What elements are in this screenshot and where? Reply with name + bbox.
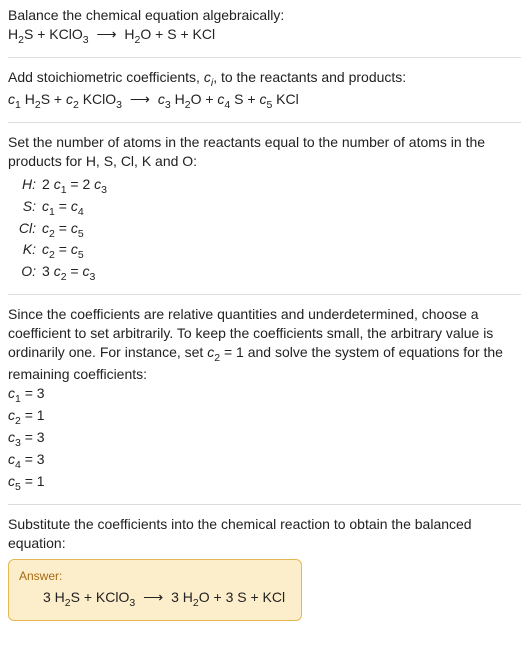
answer-box: Answer: 3 H2S + KClO3 ⟶ 3 H2O + 3 S + KC… [8, 559, 302, 621]
answer-equation: 3 H2S + KClO3 ⟶ 3 H2O + 3 S + KCl [19, 584, 291, 610]
worked-solution: Balance the chemical equation algebraica… [0, 0, 529, 631]
intro-eq-rhs: H2O + S + KCl [124, 26, 215, 42]
coef-line: c4 = 3 [8, 450, 521, 472]
coef-line: c2 = 1 [8, 406, 521, 428]
coef-line: c3 = 3 [8, 428, 521, 450]
atom-balance-text: Set the number of atoms in the reactants… [8, 133, 521, 171]
intro-eq-lhs: H2S + KClO3 [8, 26, 89, 42]
atom-label: O: [8, 262, 42, 281]
intro-line: Balance the chemical equation algebraica… [8, 6, 521, 25]
coef-line: c1 = 3 [8, 384, 521, 406]
coefficient-list: c1 = 3 c2 = 1 c3 = 3 c4 = 3 c5 = 1 [8, 384, 521, 494]
atom-expr: 3 c2 = c3 [42, 262, 95, 284]
answer-label: Answer: [19, 568, 291, 584]
stoich-equation: c1 H2S + c2 KClO3 ⟶ c3 H2O + c4 S + c5 K… [8, 90, 521, 112]
atom-balance-equations: H: 2 c1 = 2 c3 S: c1 = c4 Cl: c2 = c5 K:… [8, 175, 521, 285]
solve-text: Since the coefficients are relative quan… [8, 305, 521, 384]
atom-expr: c2 = c5 [42, 219, 84, 241]
final-text: Substitute the coefficients into the che… [8, 515, 521, 553]
stoich-text: Add stoichiometric coefficients, ci, to … [8, 68, 521, 90]
atom-eq-row: Cl: c2 = c5 [8, 219, 521, 241]
atom-eq-row: S: c1 = c4 [8, 197, 521, 219]
atom-expr: 2 c1 = 2 c3 [42, 175, 107, 197]
atom-eq-row: H: 2 c1 = 2 c3 [8, 175, 521, 197]
atom-eq-row: K: c2 = c5 [8, 240, 521, 262]
reaction-arrow-icon: ⟶ [92, 25, 120, 44]
atom-label: Cl: [8, 219, 42, 238]
divider [8, 57, 521, 58]
atom-label: S: [8, 197, 42, 216]
coef-line: c5 = 1 [8, 472, 521, 494]
atom-label: K: [8, 240, 42, 259]
divider [8, 504, 521, 505]
intro-equation: H2S + KClO3 ⟶ H2O + S + KCl [8, 25, 521, 47]
divider [8, 122, 521, 123]
atom-expr: c1 = c4 [42, 197, 84, 219]
divider [8, 294, 521, 295]
atom-expr: c2 = c5 [42, 240, 84, 262]
atom-eq-row: O: 3 c2 = c3 [8, 262, 521, 284]
atom-label: H: [8, 175, 42, 194]
